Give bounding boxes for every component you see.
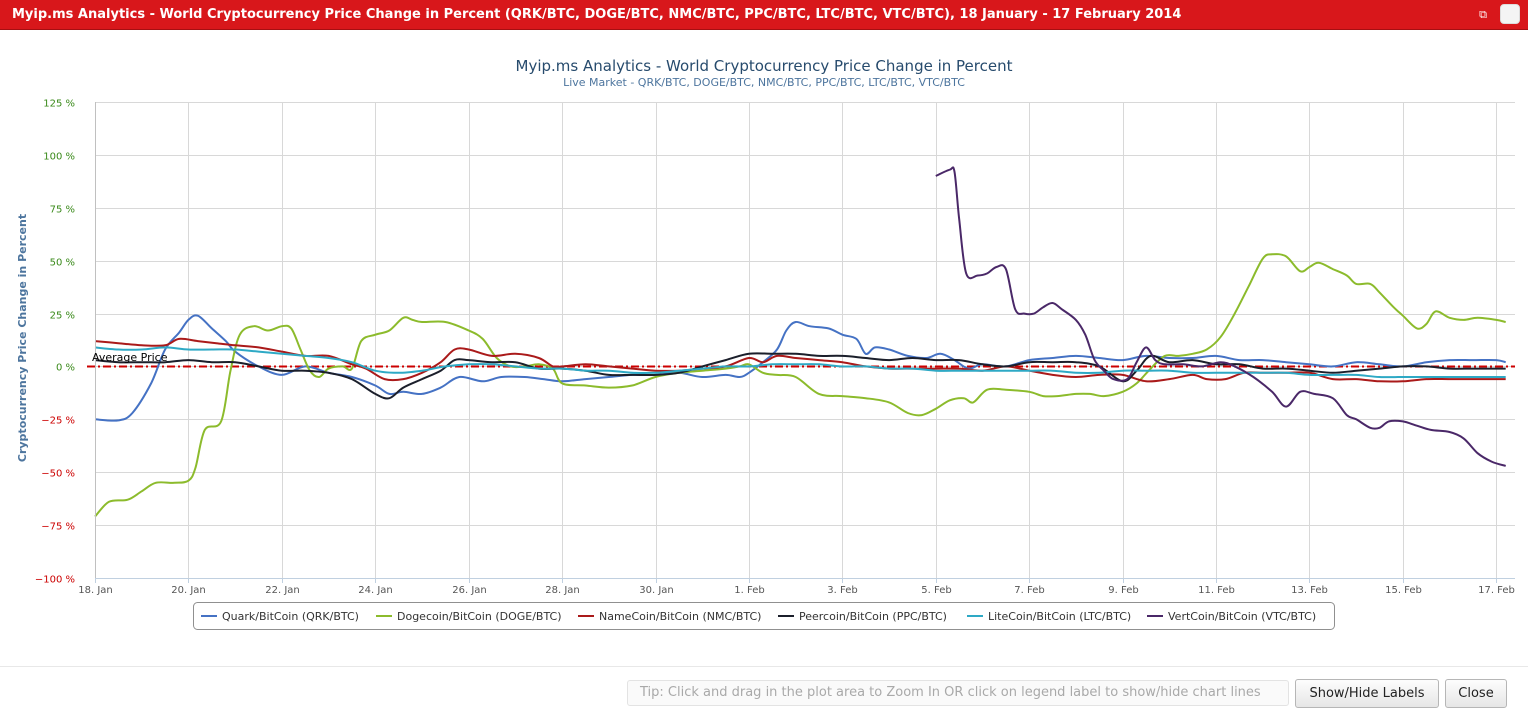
x-tick-label: 3. Feb — [827, 585, 857, 596]
y-tick-label: 125 % — [43, 99, 75, 110]
grid — [95, 102, 1515, 579]
y-tick-label: 0 % — [56, 363, 75, 374]
series-line-4 — [94, 346, 1506, 379]
x-tick-label: 28. Jan — [545, 585, 580, 596]
y-tick-label: 25 % — [50, 311, 75, 322]
average-price-label: Average Price — [92, 351, 168, 364]
window-title-bar: Myip.ms Analytics - World Cryptocurrency… — [0, 0, 1528, 30]
x-tick-label: 15. Feb — [1385, 585, 1422, 596]
series-line-2 — [94, 337, 1506, 383]
y-tick-label: −100 % — [35, 575, 75, 586]
legend-box — [193, 602, 1335, 630]
x-tick-label: 7. Feb — [1014, 585, 1044, 596]
x-tick-label: 24. Jan — [358, 585, 393, 596]
x-tick-label: 22. Jan — [265, 585, 300, 596]
x-tick-label: 13. Feb — [1291, 585, 1328, 596]
legend-item-2[interactable]: NameCoin/BitCoin (NMC/BTC) — [599, 610, 761, 623]
tip-text: Tip: Click and drag in the plot area to … — [627, 680, 1289, 706]
series-line-1 — [94, 253, 1506, 518]
x-tick-label: 30. Jan — [639, 585, 674, 596]
x-tick-label: 18. Jan — [78, 585, 113, 596]
y-axis-title: Cryptocurrency Price Change in Percent — [16, 214, 29, 462]
series-line-3 — [94, 352, 1506, 400]
chart-subtitle: Live Market - QRK/BTC, DOGE/BTC, NMC/BTC… — [563, 76, 965, 89]
chart-title: Myip.ms Analytics - World Cryptocurrency… — [516, 57, 1013, 75]
x-tick-label: 9. Feb — [1108, 585, 1138, 596]
x-tick-label: 11. Feb — [1198, 585, 1235, 596]
series-lines — [94, 166, 1506, 518]
legend-item-3[interactable]: Peercoin/BitCoin (PPC/BTC) — [799, 610, 947, 623]
close-button[interactable]: Close — [1445, 679, 1507, 708]
y-tick-label: 75 % — [50, 205, 75, 216]
x-tick-label: 1. Feb — [734, 585, 764, 596]
chart-svg[interactable]: 125 % 100 % 75 % 50 % 25 % 0 % −25 % −50 % −75 %… — [0, 38, 1528, 658]
legend[interactable]: Quark/BitCoin (QRK/BTC) Dogecoin/BitCoin … — [193, 602, 1335, 630]
x-tick-label: 20. Jan — [171, 585, 206, 596]
axes: 125 % 100 % 75 % 50 % 25 % 0 % −25 % −50 % −75 %… — [35, 99, 1515, 596]
x-tick-label: 5. Feb — [921, 585, 951, 596]
y-tick-label: 50 % — [50, 258, 75, 269]
series-line-5 — [935, 166, 1506, 467]
chart-area[interactable]: 125 % 100 % 75 % 50 % 25 % 0 % −25 % −50 % −75 %… — [0, 38, 1528, 658]
window-title: Myip.ms Analytics - World Cryptocurrency… — [12, 7, 1182, 22]
y-tick-label: −50 % — [41, 469, 75, 480]
y-tick-label: −25 % — [41, 416, 75, 427]
x-tick-label: 26. Jan — [452, 585, 487, 596]
x-tick-label: 17. Feb — [1478, 585, 1515, 596]
show-hide-labels-button[interactable]: Show/Hide Labels — [1295, 679, 1439, 708]
legend-item-0[interactable]: Quark/BitCoin (QRK/BTC) — [222, 610, 359, 623]
y-tick-label: 100 % — [43, 152, 75, 163]
restore-icon[interactable]: ⧉ — [1479, 8, 1487, 21]
close-icon[interactable] — [1500, 4, 1520, 24]
legend-item-1[interactable]: Dogecoin/BitCoin (DOGE/BTC) — [397, 610, 562, 623]
y-tick-label: −75 % — [41, 522, 75, 533]
legend-item-4[interactable]: LiteCoin/BitCoin (LTC/BTC) — [988, 610, 1131, 623]
legend-item-5[interactable]: VertCoin/BitCoin (VTC/BTC) — [1168, 610, 1316, 623]
series-line-0 — [94, 314, 1506, 422]
